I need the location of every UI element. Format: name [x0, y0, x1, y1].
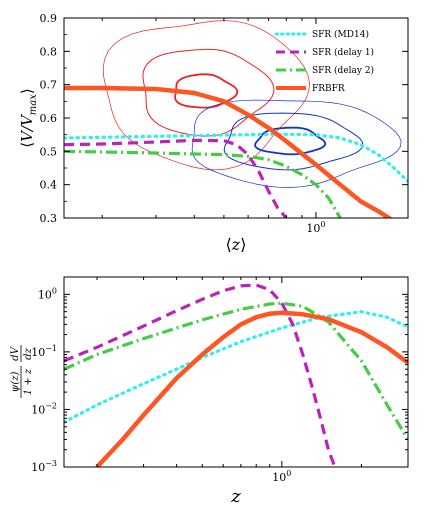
top-y-tick-label: 0.5	[40, 145, 58, 158]
top-x-tick-label: 100	[306, 220, 325, 235]
top-y-axis-label: ⟨V/Vmax⟩	[18, 88, 39, 148]
top-panel: 0.3 0.4 0.5 0.6 0.7 0.8 0.9 100 ⟨z⟩ ⟨V/Vmax⟩ SF…	[18, 12, 409, 254]
contour-blue-level-2	[223, 112, 364, 171]
bottom-y-tick-label: 10−3	[31, 459, 57, 474]
bottom-y-axis-label: ψ(z) 1 + zdV dz	[10, 345, 34, 398]
bottom-y-tick-label: 100	[38, 286, 57, 301]
legend-label-sfr-delay2: SFR (delay 2)	[312, 65, 374, 76]
bottom-series-sfr-md14	[64, 310, 408, 424]
legend-label-sfr-md14: SFR (MD14)	[312, 29, 369, 40]
series-group	[64, 283, 408, 467]
top-axis-ticks: 0.3 0.4 0.5 0.6 0.7 0.8 0.9 100	[40, 12, 409, 235]
top-y-tick-label: 0.8	[40, 45, 58, 58]
legend: SFR (MD14) SFR (delay 1) SFR (delay 2) F…	[274, 29, 374, 94]
contour-blue-level-3	[254, 126, 327, 156]
top-series-sfr-md14	[64, 132, 408, 183]
bottom-axis-ticks: 10−3 10−2 10−1 100 100	[31, 276, 409, 484]
top-series-frbfr	[64, 85, 394, 218]
ylabel-dz: dz	[23, 347, 34, 359]
ylabel-dv: dV	[10, 345, 21, 360]
ylabel-denominator: 1 + z	[23, 368, 34, 395]
top-series-sfr-delay-2	[64, 149, 342, 218]
bottom-x-tick-label: 100	[272, 469, 291, 484]
top-x-axis-label: ⟨z⟩	[226, 235, 247, 254]
series-group	[64, 85, 408, 218]
bottom-plot-frame	[63, 276, 409, 468]
bottom-series-frbfr	[95, 310, 408, 467]
contour-red-level-2	[142, 48, 275, 137]
legend-label-sfr-delay1: SFR (delay 1)	[312, 47, 374, 58]
bottom-x-axis-label: z	[230, 486, 241, 507]
top-y-tick-label: 0.6	[40, 112, 58, 125]
legend-label-frbfr: FRBFR	[312, 84, 345, 94]
bottom-panel: 10−3 10−2 10−1 100 100 z ψ(z) 1 + zdV dz	[10, 276, 409, 507]
ylabel-numerator: ψ(z)	[10, 371, 21, 392]
bottom-y-tick-label: 10−1	[31, 344, 57, 359]
bottom-y-tick-label: 10−2	[31, 401, 57, 416]
top-y-tick-label: 0.4	[40, 179, 58, 192]
bottom-series-sfr-delay-1	[64, 283, 337, 467]
top-y-tick-label: 0.9	[40, 12, 58, 25]
top-y-tick-label: 0.3	[40, 212, 58, 225]
bottom-series-sfr-delay-2	[64, 301, 408, 441]
top-y-tick-label: 0.7	[40, 79, 58, 92]
